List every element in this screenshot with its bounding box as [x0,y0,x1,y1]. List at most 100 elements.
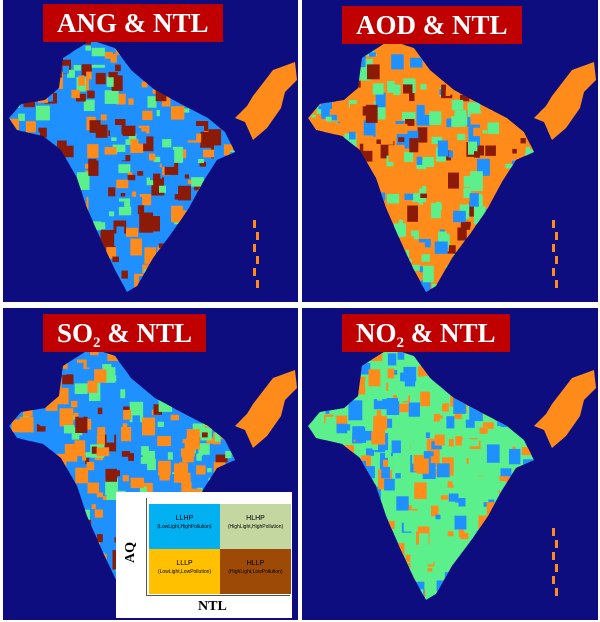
map-pixel [358,531,372,542]
map-pixel [173,42,179,51]
map-pixel [476,531,491,553]
map-pixel [487,602,498,610]
map-pixel [70,578,79,586]
map-pixel [38,384,50,395]
map-pixel [236,58,244,68]
map-pixel [377,257,382,261]
map-pixel [186,54,197,64]
map-pixel [407,259,412,263]
map-pixel [180,295,192,302]
map-pixel [97,534,103,543]
map-pixel [68,227,74,234]
map-pixel [373,399,388,410]
map-pixel [62,351,77,364]
map-pixel [141,446,149,456]
map-panel-aod: AOD & NTL [302,0,598,302]
map-pixel [10,219,20,229]
map-pixel [539,508,550,521]
map-pixel [9,577,11,584]
map-pixel [85,535,92,542]
map-pixel [211,476,223,491]
map-pixel [85,163,92,169]
map-pixel [236,151,245,160]
map-pixel [237,473,246,486]
map-pixel [402,112,416,121]
map-pixel [333,67,345,75]
map-pixel [44,258,55,271]
map-pixel [381,466,390,479]
map-pixel [317,490,323,495]
map-pixel [55,210,60,216]
map-pixel [324,211,335,226]
map-pixel [25,121,36,137]
island [555,280,558,288]
map-pixel [417,595,423,600]
map-pixel [503,232,515,242]
map-pixel [461,263,471,278]
map-pixel [535,451,541,458]
map-pixel [434,241,448,254]
map-pixel [308,201,319,213]
map-pixel [89,120,101,133]
map-pixel [87,244,99,253]
map-pixel [437,140,449,157]
map-pixel [346,518,353,527]
map-pixel [503,578,513,592]
map-pixel [418,198,423,205]
map-pixel [30,245,36,254]
map-pixel [44,477,53,484]
map-pixel [524,277,534,287]
map-pixel [520,181,528,188]
map-pixel [174,463,188,483]
map-pixel [190,396,202,412]
map-pixel [393,84,401,95]
map-pixel [525,368,539,388]
map-pixel [391,440,401,454]
map-pixel [475,249,488,267]
map-pixel [112,144,126,155]
map-pixel [520,138,526,144]
map-pixel [93,586,105,600]
map-pixel [404,151,414,162]
map-pixel [308,267,316,277]
map-pixel [535,583,547,594]
island [552,576,555,584]
map-pixel [417,127,428,143]
island [555,540,558,548]
map-pixel [499,487,505,493]
map-pixel [59,408,74,427]
map-pixel [351,152,361,162]
map-pixel [373,277,385,291]
map-pixel [517,75,531,93]
map-pixel [507,595,515,600]
map-pixel [438,57,450,73]
map-pixel [115,64,121,72]
map-pixel [121,155,131,162]
map-pixel [73,65,81,71]
map-pixel [175,275,188,290]
map-pixel [41,388,46,392]
map-pixel [380,533,390,546]
map-pixel [115,201,125,207]
map-pixel [445,207,450,212]
map-pixel [179,247,185,256]
map-pixel [501,599,508,600]
map-pixel [437,392,445,404]
map-pixel [185,212,195,224]
map-pixel [82,598,96,600]
map-pixel [485,209,492,220]
map-pixel [534,164,541,174]
legend-cell-llhp: LLHP (LowLight,HighPollution) [149,504,220,549]
map-pixel [524,522,533,532]
map-pixel [17,586,25,592]
map-pixel [191,281,199,288]
map-pixel [357,520,368,533]
map-pixel [411,264,420,271]
map-pixel [419,521,425,527]
map-pixel [143,269,152,281]
map-pixel [492,602,499,609]
map-pixel [151,56,161,68]
map-pixel [474,279,484,292]
map-pixel [527,52,537,61]
map-pixel [108,71,118,79]
